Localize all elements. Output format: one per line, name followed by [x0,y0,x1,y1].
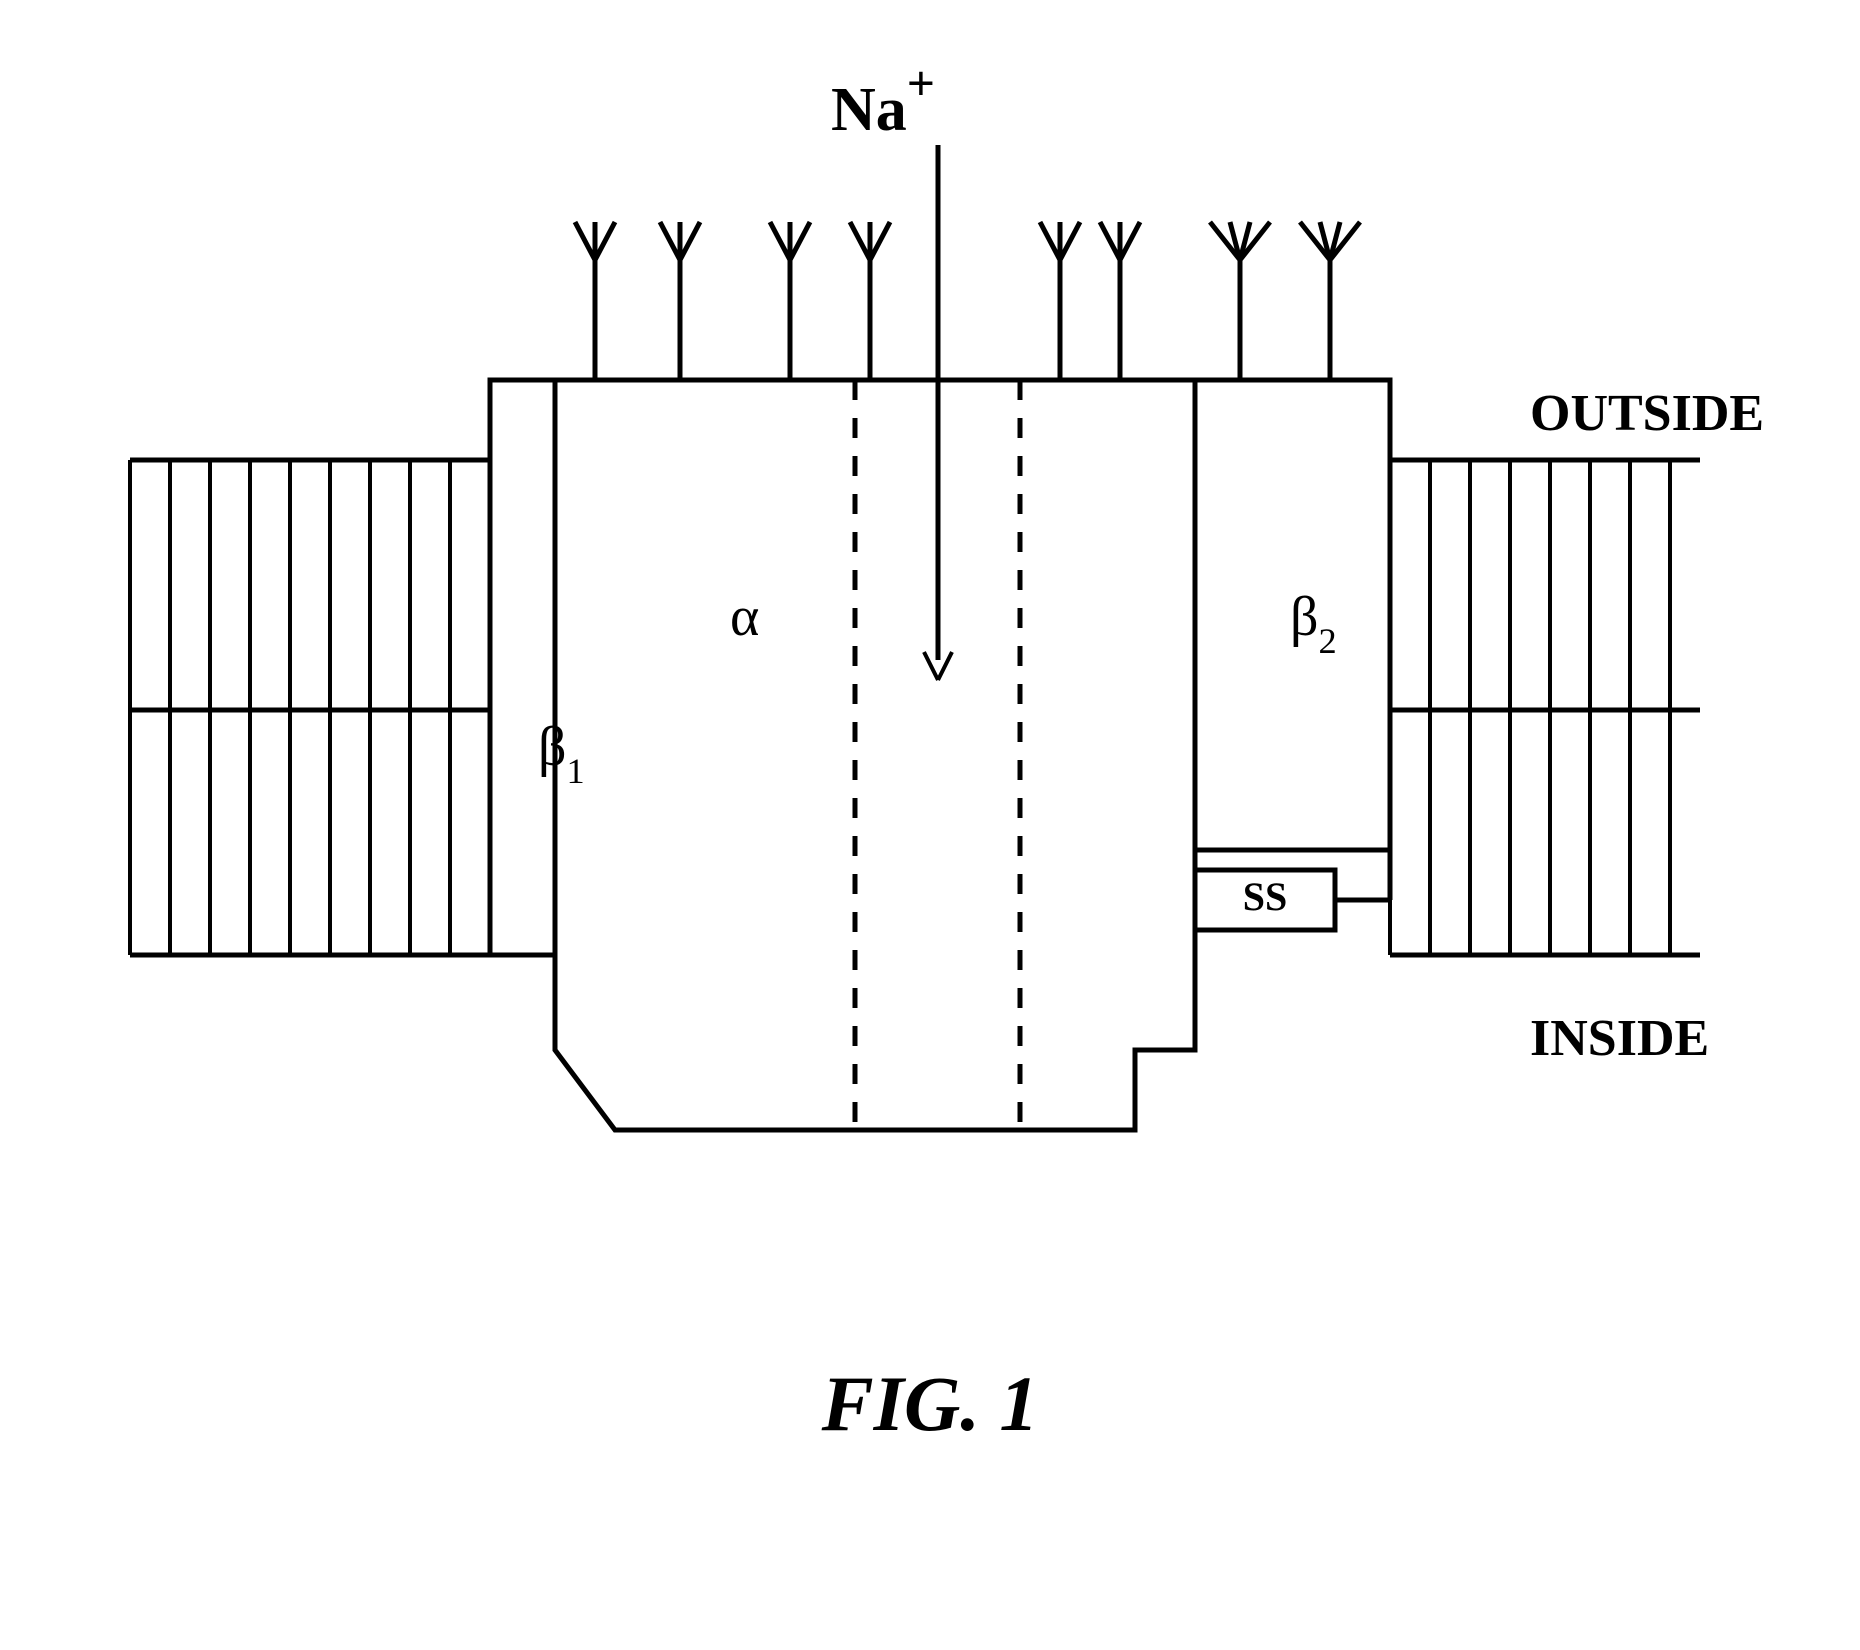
ss-label: SS [1243,874,1288,919]
sodium-channel-figure: Na+OUTSIDEINSIDEαβ1β2SSFIG. 1 [0,0,1860,1650]
inside-label: INSIDE [1530,1010,1709,1067]
outside-label: OUTSIDE [1530,385,1764,442]
figure-caption: FIG. 1 [821,1360,1039,1447]
alpha-label: α [730,586,759,648]
